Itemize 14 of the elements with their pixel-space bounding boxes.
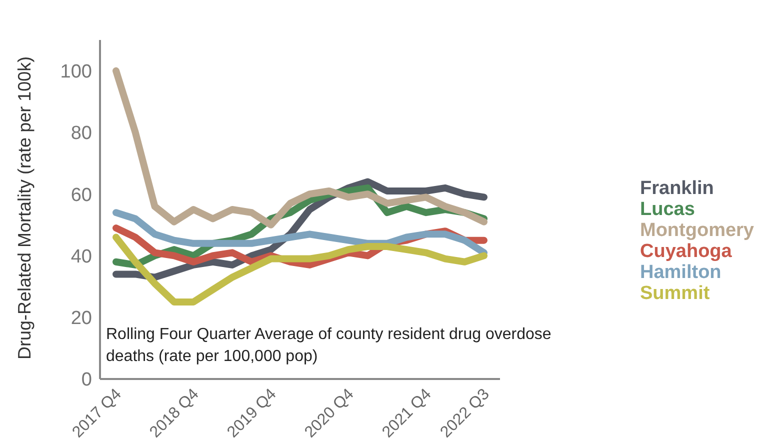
text: Cuyahoga xyxy=(640,241,733,262)
y-tick-label: 40 xyxy=(70,246,92,268)
text: Franklin xyxy=(640,178,715,199)
y-tick-label: 80 xyxy=(70,123,92,144)
y-tick-label: 20 xyxy=(70,308,92,330)
text: Lucas xyxy=(640,199,696,220)
text: Summit xyxy=(640,283,711,304)
y-axis-title: Drug-Related Mortality (rate per 100k) xyxy=(14,56,34,360)
y-tick-label: 60 xyxy=(70,184,92,206)
text: Montgomery xyxy=(640,220,754,241)
y-tick-label: 0 xyxy=(81,370,92,391)
text: Hamilton xyxy=(640,262,722,283)
y-tick-label: 100 xyxy=(60,62,92,83)
annotation: Rolling Four Quarter Average of county resident drug overdose deaths (rate per 100,000 pop) xyxy=(106,325,552,367)
